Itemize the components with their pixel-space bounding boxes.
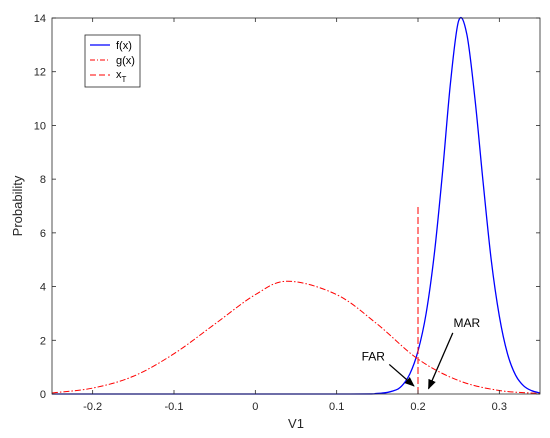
y-tick-label: 10 xyxy=(34,120,46,132)
x-tick-label: 0.1 xyxy=(329,401,344,413)
x-tick-label: -0.1 xyxy=(165,401,184,413)
x-axis-label: V1 xyxy=(288,416,304,431)
y-axis-ticks: 0 2 4 6 8 10 12 14 xyxy=(34,13,540,401)
y-tick-label: 4 xyxy=(40,282,46,294)
far-label: FAR xyxy=(362,349,386,363)
legend-label-g: g(x) xyxy=(116,55,135,67)
annotations: FAR MAR xyxy=(362,316,480,390)
legend-label-xt-main: x xyxy=(116,69,122,81)
y-tick-label: 8 xyxy=(40,174,46,186)
series-line-2 xyxy=(51,280,541,394)
x-tick-label: 0 xyxy=(252,401,258,413)
mar-arrow xyxy=(427,332,454,390)
axes-box xyxy=(51,17,541,395)
mar-label: MAR xyxy=(453,316,480,330)
legend-box xyxy=(84,34,141,88)
y-axis-label: Probability xyxy=(10,175,25,236)
y-tick-label: 14 xyxy=(34,13,46,25)
plot-area xyxy=(51,16,541,395)
y-tick-label: 12 xyxy=(34,67,46,79)
series-line-1 xyxy=(51,16,541,395)
far-arrow xyxy=(388,363,415,387)
legend-label-xt-sub: T xyxy=(122,75,127,84)
legend-label-f: f(x) xyxy=(116,40,132,52)
legend: f(x) g(x) xT xyxy=(84,34,141,88)
y-tick-label: 6 xyxy=(40,228,46,240)
x-tick-label: 0.3 xyxy=(492,401,507,413)
x-axis-ticks: -0.2 -0.1 0 0.1 0.2 0.3 xyxy=(83,18,507,413)
x-tick-label: 0.2 xyxy=(410,401,425,413)
x-tick-label: -0.2 xyxy=(83,401,102,413)
legend-label-xt: xT xyxy=(116,69,127,84)
y-tick-label: 0 xyxy=(40,389,46,401)
y-tick-label: 2 xyxy=(40,335,46,347)
